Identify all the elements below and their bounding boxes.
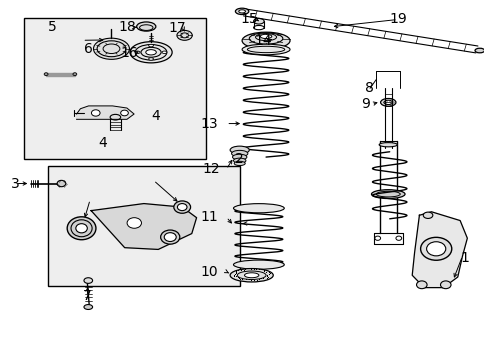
Ellipse shape [244,273,258,278]
Ellipse shape [177,203,186,211]
Ellipse shape [148,44,153,47]
Ellipse shape [173,201,190,213]
Text: 7: 7 [83,289,92,303]
Text: 16: 16 [121,46,138,60]
Text: 10: 10 [200,265,218,279]
Ellipse shape [423,212,432,219]
Ellipse shape [67,217,96,240]
Ellipse shape [145,50,156,55]
Ellipse shape [57,180,65,187]
Ellipse shape [440,281,450,289]
Text: 14: 14 [254,33,272,48]
Text: 12: 12 [202,162,219,176]
Ellipse shape [383,100,392,104]
Ellipse shape [135,51,140,54]
Bar [48,166,239,286]
Ellipse shape [73,73,77,76]
Text: 1: 1 [460,251,468,265]
Bar [24,18,206,159]
Ellipse shape [148,58,153,60]
Text: 5: 5 [48,19,57,33]
Text: 19: 19 [388,13,406,27]
Ellipse shape [234,161,244,166]
Ellipse shape [426,242,445,256]
Text: 2: 2 [235,152,244,166]
Text: 17: 17 [168,21,186,35]
Text: 6: 6 [84,42,93,57]
Ellipse shape [242,44,289,55]
Ellipse shape [76,224,87,233]
Ellipse shape [93,38,129,59]
Text: 8: 8 [364,81,373,95]
Ellipse shape [91,110,100,116]
Ellipse shape [121,110,128,116]
Ellipse shape [127,218,141,228]
Ellipse shape [160,230,180,244]
Text: 18: 18 [118,20,136,34]
Polygon shape [411,212,467,288]
Text: 15: 15 [240,12,258,26]
Text: 3: 3 [11,176,20,190]
Ellipse shape [416,281,426,289]
Ellipse shape [232,154,246,160]
Ellipse shape [420,237,451,260]
Ellipse shape [235,8,248,14]
Ellipse shape [233,204,284,213]
Ellipse shape [395,236,401,240]
Ellipse shape [260,34,271,39]
Ellipse shape [177,30,192,40]
Ellipse shape [136,22,156,31]
Polygon shape [46,73,75,76]
Ellipse shape [238,10,245,13]
Ellipse shape [230,146,249,154]
Ellipse shape [130,42,172,63]
Ellipse shape [253,18,264,24]
Ellipse shape [380,99,395,106]
Ellipse shape [230,269,273,282]
Ellipse shape [233,260,284,269]
Text: 9: 9 [360,97,369,111]
Ellipse shape [242,32,289,49]
Ellipse shape [231,150,247,157]
Ellipse shape [44,73,48,76]
Ellipse shape [164,233,176,242]
Polygon shape [91,203,196,249]
Text: 13: 13 [200,117,218,131]
Ellipse shape [162,51,166,54]
Ellipse shape [474,48,484,53]
Ellipse shape [378,143,397,147]
Ellipse shape [233,158,245,163]
Text: 4: 4 [151,109,160,123]
Ellipse shape [371,190,404,198]
Polygon shape [77,106,134,119]
Ellipse shape [374,236,380,240]
Text: 4: 4 [99,136,107,150]
Ellipse shape [84,305,92,310]
Text: 11: 11 [200,210,218,224]
Ellipse shape [84,278,92,283]
